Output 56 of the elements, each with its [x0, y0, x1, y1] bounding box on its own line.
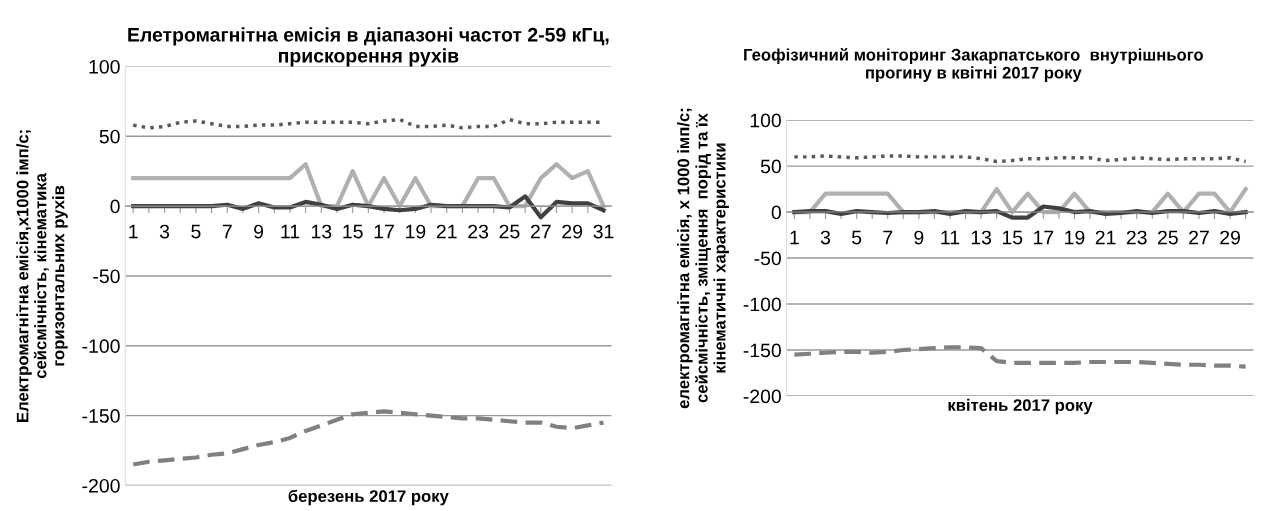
x-axis-title: березень 2017 року [288, 489, 449, 506]
x-tick-label: 13 [311, 224, 332, 239]
x-tick-label: 3 [820, 230, 831, 245]
y-tick-label: -100 [743, 297, 781, 312]
x-tick-label: 13 [971, 230, 992, 245]
line-series [792, 345, 1248, 369]
x-tick-label: 21 [1095, 230, 1116, 245]
y-tick-label: 0 [110, 199, 120, 214]
x-tick-label: 25 [499, 224, 520, 239]
y-tick-label: -200 [743, 389, 781, 404]
x-tick-label: 19 [406, 224, 426, 239]
chart-title: Елетромагнітна емісія в діапазоні частот 2-59 кГц, прискорення рухів [128, 27, 609, 67]
x-tick-label: 23 [1126, 230, 1147, 245]
x-tick-label: 7 [883, 230, 893, 245]
x-tick-label: 3 [159, 224, 170, 239]
y-axis-title: Електромагнітна емісія,х1000 імп/с; сейсмічність, кінематика горизонтальних рухів [16, 130, 68, 422]
x-axis-title: квітень 2017 року [948, 398, 1093, 415]
x-tick-label: 17 [1034, 230, 1054, 245]
x-tick-label: 7 [222, 224, 232, 239]
x-tick-label: 23 [468, 224, 489, 239]
x-tick-label: 5 [191, 224, 201, 239]
y-tick-label: -150 [743, 343, 781, 358]
x-tick-label: 19 [1065, 230, 1085, 245]
x-tick-label: 1 [129, 224, 138, 239]
y-tick-label: -100 [82, 339, 120, 354]
y-tick-label: -50 [754, 251, 781, 266]
x-tick-label: 21 [436, 224, 457, 239]
line-series [131, 409, 606, 467]
line-series [792, 204, 1248, 220]
x-tick-label: 25 [1158, 230, 1178, 245]
x-tick-label: 9 [914, 230, 924, 245]
x-tick-label: 15 [1002, 230, 1023, 245]
chart-title: Геофізичний моніторинг Закарпатського внутрішнього прогину в квітні 2017 року [744, 48, 1203, 82]
y-tick-label: -200 [82, 478, 120, 493]
y-tick-label: 100 [750, 113, 781, 128]
y-tick-label: 100 [89, 59, 120, 74]
x-tick-label: 17 [374, 224, 394, 239]
line-series [131, 194, 606, 220]
y-tick-label: 50 [99, 129, 120, 144]
x-tick-label: 11 [941, 230, 960, 245]
y-tick-label: 50 [760, 159, 781, 174]
x-tick-label: 27 [530, 224, 551, 239]
x-tick-label: 5 [851, 230, 862, 245]
x-tick-label: 15 [343, 224, 363, 239]
y-axis-title: електромагнітна емісія, х 1000 імп/с; сейсмічність, зміщення порід та їх кінематичні характеристики [677, 108, 729, 409]
x-tick-label: 29 [562, 224, 583, 239]
y-tick-label: -50 [93, 269, 120, 284]
x-tick-label: 9 [254, 224, 264, 239]
line-series [131, 162, 606, 209]
x-tick-label: 27 [1189, 230, 1209, 245]
x-tick-label: 1 [790, 230, 799, 245]
y-tick-label: -150 [82, 409, 120, 423]
x-tick-label: 29 [1220, 230, 1240, 245]
x-tick-label: 31 [593, 224, 614, 239]
y-tick-label: 0 [771, 205, 781, 220]
x-tick-label: 11 [281, 224, 300, 239]
